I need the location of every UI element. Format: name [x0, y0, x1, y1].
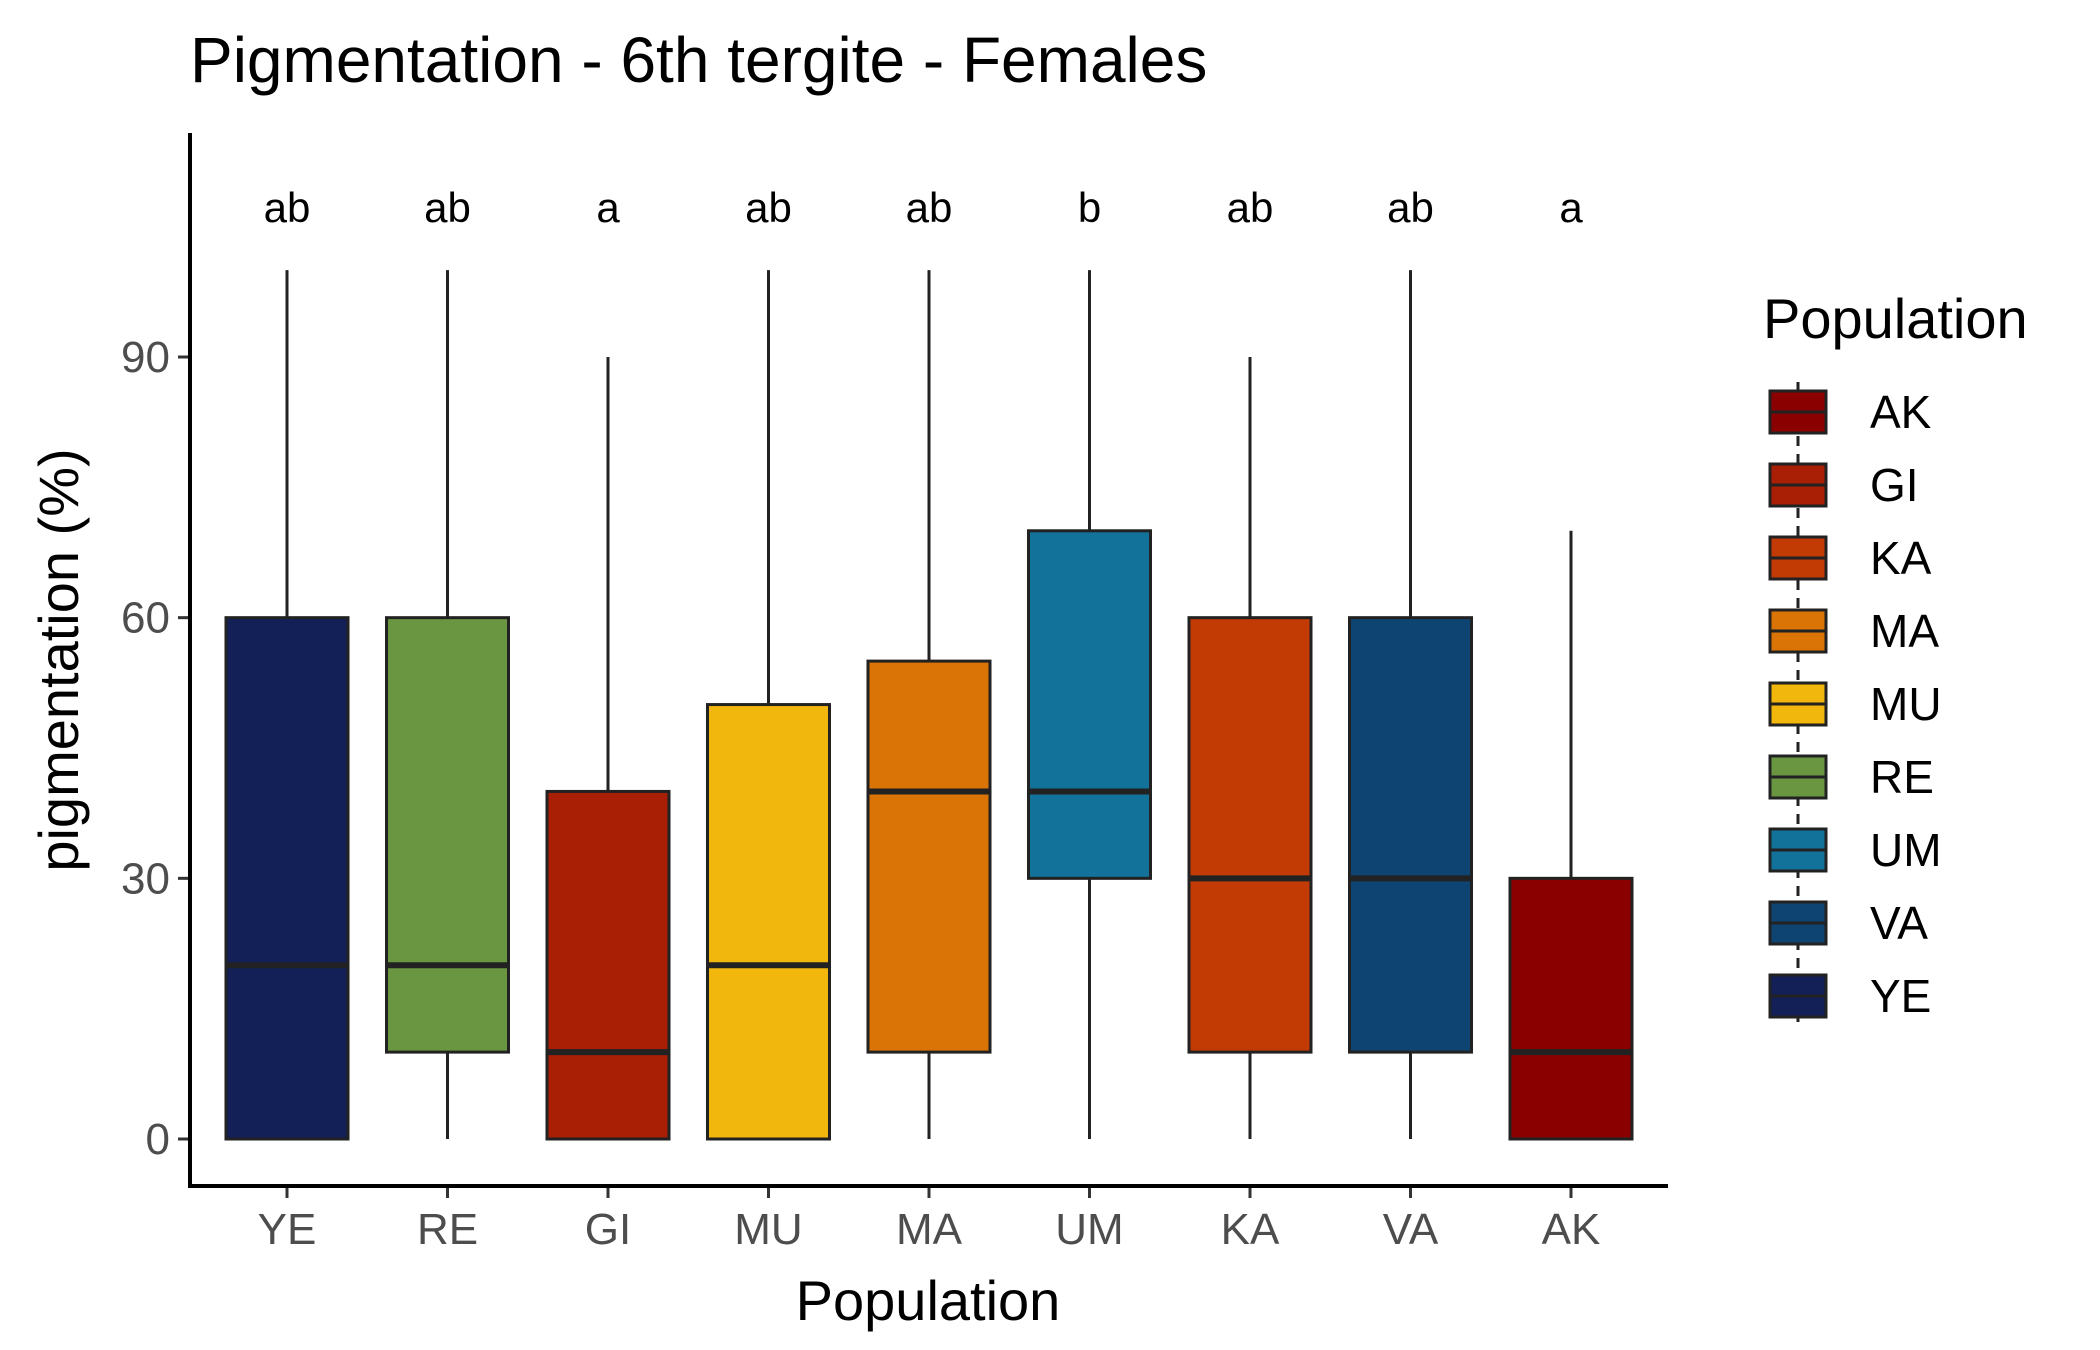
box-KA: ab KA [1187, 184, 1313, 1254]
legend-label: RE [1870, 751, 1934, 803]
legend-item-YE: YE [1768, 970, 1931, 1022]
legend-label: GI [1870, 459, 1919, 511]
x-tick-label: VA [1383, 1205, 1439, 1254]
box-body [1027, 529, 1152, 880]
y-tick-label: 0 [146, 1115, 170, 1164]
legend-label: AK [1870, 386, 1932, 438]
legend-item-MU: MU [1768, 678, 1942, 730]
significance-letter: a [596, 184, 620, 231]
significance-letter: b [1078, 184, 1101, 231]
legend-item-GI: GI [1768, 459, 1919, 511]
box-body [706, 703, 831, 1141]
x-tick-label: YE [258, 1205, 317, 1254]
y-axis-title: pigmentation (%) [27, 448, 90, 871]
x-tick-label: UM [1055, 1205, 1123, 1254]
significance-letter: ab [745, 184, 792, 231]
legend: Population AK GI KA MA MU RE UM VA YE [1763, 287, 2028, 1026]
legend-item-AK: AK [1768, 386, 1932, 438]
legend-label: YE [1870, 970, 1931, 1022]
box-body [1348, 616, 1473, 1054]
x-axis-title: Population [796, 1269, 1061, 1332]
legend-label: UM [1870, 824, 1942, 876]
legend-item-VA: VA [1768, 897, 1928, 949]
box-body [1508, 876, 1634, 1141]
significance-letter: ab [1387, 184, 1434, 231]
box-UM: b UM [1027, 184, 1152, 1254]
significance-letter: a [1559, 184, 1583, 231]
y-tick-label: 90 [121, 333, 170, 382]
box-AK: a AK [1508, 184, 1634, 1254]
x-tick-label: AK [1542, 1205, 1601, 1254]
box-body [866, 659, 992, 1054]
plot-area: 0 30 60 90 ab YE ab RE a GI ab MU ab MA b UM ab KA ab VA a AK [121, 184, 1634, 1254]
legend-item-RE: RE [1768, 751, 1934, 803]
y-tick-label: 30 [121, 854, 170, 903]
y-tick-label: 60 [121, 594, 170, 643]
x-tick-label: MU [734, 1205, 802, 1254]
box-MA: ab MA [866, 184, 992, 1254]
box-VA: ab VA [1348, 184, 1473, 1254]
box-body [545, 789, 671, 1141]
significance-letter: ab [424, 184, 471, 231]
legend-label: MU [1870, 678, 1942, 730]
box-body [385, 616, 510, 1054]
significance-letter: ab [264, 184, 311, 231]
significance-letter: ab [906, 184, 953, 231]
x-tick-label: RE [417, 1205, 478, 1254]
box-body [224, 616, 350, 1141]
legend-item-UM: UM [1768, 824, 1942, 876]
box-YE: ab YE [224, 184, 350, 1254]
legend-label: MA [1870, 605, 1939, 657]
x-tick-label: MA [896, 1205, 963, 1254]
x-tick-label: GI [585, 1205, 631, 1254]
box-GI: a GI [545, 184, 671, 1254]
significance-letter: ab [1227, 184, 1274, 231]
legend-label: KA [1870, 532, 1932, 584]
legend-title: Population [1763, 287, 2028, 350]
x-tick-label: KA [1221, 1205, 1280, 1254]
legend-item-KA: KA [1768, 532, 1932, 584]
box-RE: ab RE [385, 184, 510, 1254]
chart-title: Pigmentation - 6th tergite - Females [190, 24, 1207, 96]
box-body [1187, 616, 1313, 1054]
box-MU: ab MU [706, 184, 831, 1254]
legend-item-MA: MA [1768, 605, 1939, 657]
legend-label: VA [1870, 897, 1928, 949]
